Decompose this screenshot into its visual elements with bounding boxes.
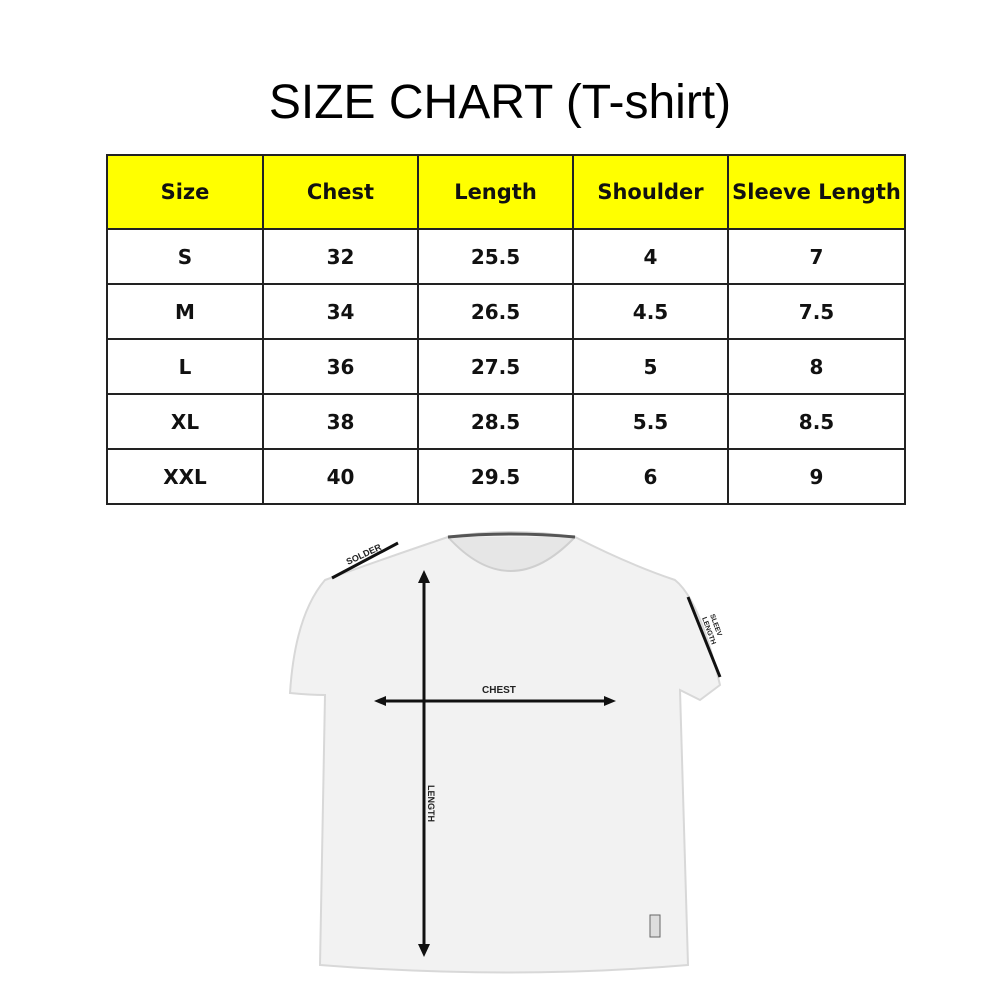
collar-trim bbox=[447, 532, 576, 539]
tshirt-diagram: SOLDER LENGTH CHEST SLEEV LENGTH bbox=[288, 531, 723, 974]
chest-arrow bbox=[374, 696, 616, 706]
table-row: XXL 40 29.5 6 9 bbox=[106, 448, 906, 505]
table-cell: XL bbox=[106, 393, 264, 450]
table-row: S 32 25.5 4 7 bbox=[106, 228, 906, 285]
brand-tag-icon bbox=[649, 914, 661, 938]
length-arrow bbox=[418, 570, 430, 957]
table-cell: 6 bbox=[572, 448, 729, 505]
table-cell: 25.5 bbox=[417, 228, 574, 285]
sleeve-measure-line bbox=[686, 596, 722, 678]
table-cell: 29.5 bbox=[417, 448, 574, 505]
table-cell: 7.5 bbox=[727, 283, 906, 340]
solder-measure-line bbox=[331, 541, 399, 580]
table-cell: M bbox=[106, 283, 264, 340]
table-cell: 27.5 bbox=[417, 338, 574, 395]
table-cell: L bbox=[106, 338, 264, 395]
table-cell: 36 bbox=[262, 338, 419, 395]
table-row: L 36 27.5 5 8 bbox=[106, 338, 906, 395]
tshirt-collar bbox=[447, 536, 576, 572]
table-cell: 26.5 bbox=[417, 283, 574, 340]
table-header-row: Size Chest Length Shoulder Sleeve Length bbox=[106, 154, 906, 230]
table-cell: 8.5 bbox=[727, 393, 906, 450]
table-cell: 40 bbox=[262, 448, 419, 505]
header-size: Size bbox=[106, 154, 264, 230]
table-cell: 32 bbox=[262, 228, 419, 285]
table-row: M 34 26.5 4.5 7.5 bbox=[106, 283, 906, 340]
header-chest: Chest bbox=[262, 154, 419, 230]
table-cell: XXL bbox=[106, 448, 264, 505]
table-cell: 5.5 bbox=[572, 393, 729, 450]
header-sleeve-length: Sleeve Length bbox=[727, 154, 906, 230]
page-title: SIZE CHART (T-shirt) bbox=[268, 76, 732, 129]
table-cell: 38 bbox=[262, 393, 419, 450]
table-cell: 34 bbox=[262, 283, 419, 340]
table-cell: 9 bbox=[727, 448, 906, 505]
table-cell: 7 bbox=[727, 228, 906, 285]
table-cell: 5 bbox=[572, 338, 729, 395]
table-row: XL 38 28.5 5.5 8.5 bbox=[106, 393, 906, 450]
table-cell: 4 bbox=[572, 228, 729, 285]
table-cell: 8 bbox=[727, 338, 906, 395]
header-length: Length bbox=[417, 154, 574, 230]
header-shoulder: Shoulder bbox=[572, 154, 729, 230]
table-cell: 28.5 bbox=[417, 393, 574, 450]
length-label: LENGTH bbox=[426, 785, 436, 822]
table-cell: S bbox=[106, 228, 264, 285]
chest-label: CHEST bbox=[482, 685, 516, 696]
table-cell: 4.5 bbox=[572, 283, 729, 340]
tshirt-shape bbox=[288, 531, 722, 974]
size-table: Size Chest Length Shoulder Sleeve Length… bbox=[106, 154, 906, 505]
